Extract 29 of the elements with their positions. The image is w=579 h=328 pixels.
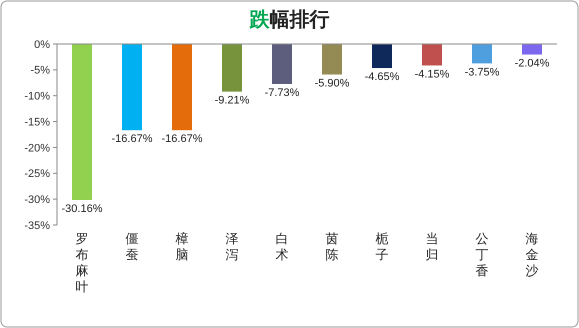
data-label: -9.21% (214, 94, 250, 107)
data-label: -16.67% (112, 133, 153, 146)
data-label: -16.67% (162, 133, 203, 146)
x-tick-label: 罗布麻叶 (76, 231, 88, 294)
x-tick-label: 栀子 (376, 231, 388, 262)
y-tick-label: -5% (30, 64, 50, 77)
chart-title: 跌幅排行 (248, 9, 330, 31)
x-tick-label: 白术 (276, 231, 288, 262)
x-tick-label: 茵陈 (326, 231, 338, 262)
x-tick-label: 僵蚕 (126, 231, 138, 262)
y-tick-label: -20% (24, 142, 50, 154)
x-tick-label: 樟脑 (174, 231, 188, 262)
y-tick-label: -15% (24, 116, 50, 128)
data-label: -4.15% (414, 68, 450, 80)
x-tick-label: 当归 (426, 231, 438, 262)
x-tick-label: 公丁香 (476, 231, 488, 278)
data-label: -30.16% (62, 202, 103, 215)
y-tick-label: -10% (24, 90, 50, 103)
x-tick-label: 海金沙 (526, 231, 538, 278)
data-label: -7.73% (264, 86, 300, 99)
y-tick-label: -30% (24, 194, 50, 206)
data-label: -5.90% (314, 78, 350, 90)
x-tick-label: 泽泻 (226, 231, 238, 262)
data-label: -2.04% (514, 58, 550, 70)
data-label: -4.65% (364, 71, 400, 84)
data-label: -3.75% (464, 66, 500, 78)
y-tick-label: -25% (24, 168, 50, 180)
y-tick-label: 0% (34, 38, 50, 51)
y-tick-label: -35% (24, 220, 50, 232)
